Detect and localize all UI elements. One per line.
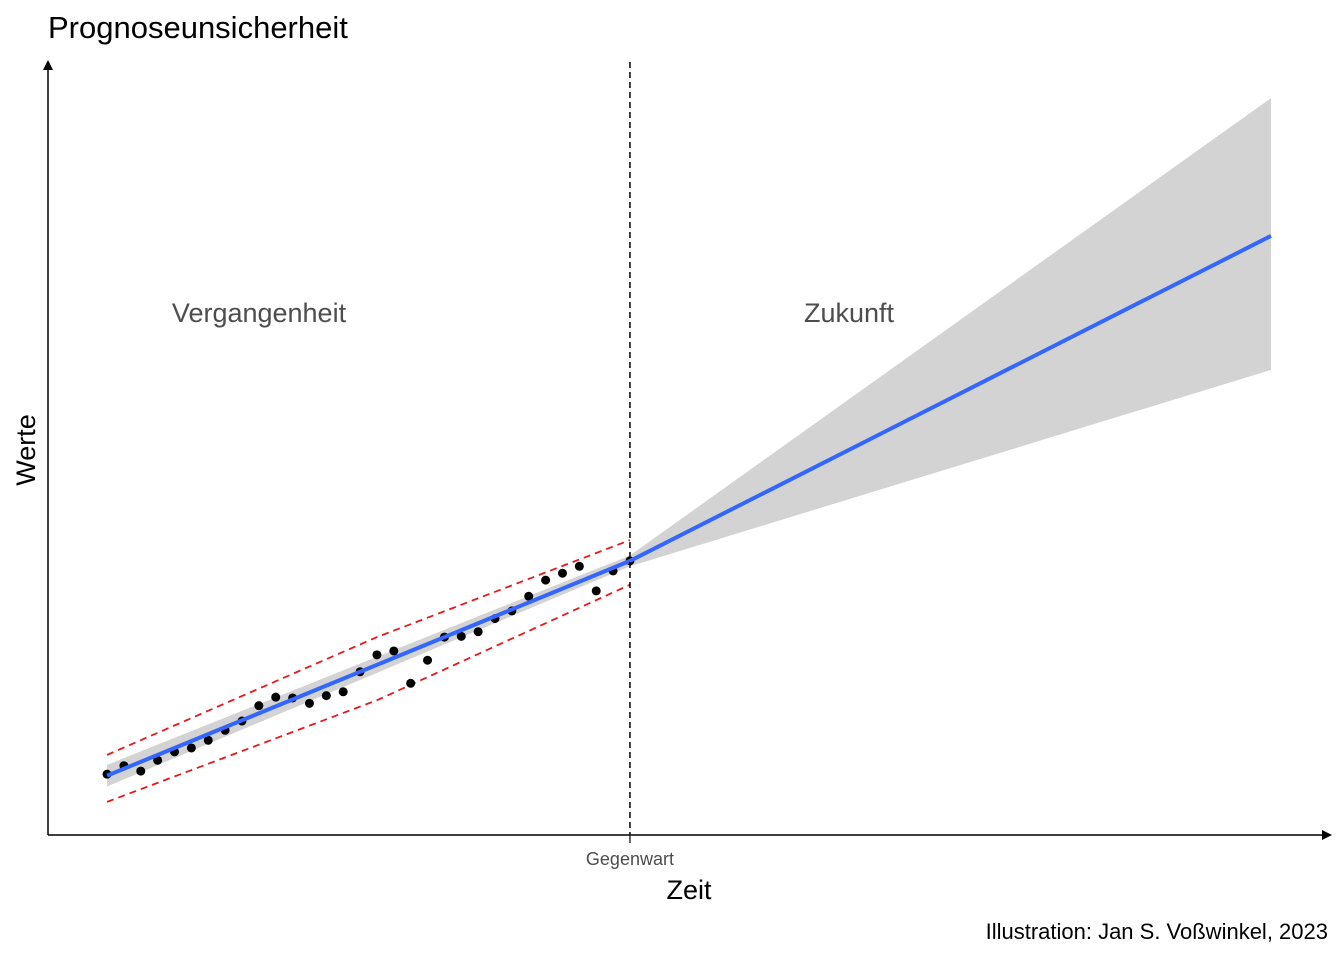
data-point	[389, 646, 399, 656]
prediction-interval	[106, 539, 631, 756]
data-point	[372, 650, 382, 660]
data-point	[304, 698, 314, 708]
data-point	[254, 701, 264, 711]
x-axis-label: Zeit	[666, 875, 712, 905]
region-label: Vergangenheit	[172, 298, 347, 328]
data-point	[591, 586, 601, 596]
data-point	[456, 631, 466, 641]
data-point	[186, 743, 196, 753]
data-point	[271, 692, 281, 702]
data-point	[321, 691, 331, 701]
fit-line	[106, 234, 1272, 778]
caption: Illustration: Jan S. Voßwinkel, 2023	[986, 919, 1328, 944]
data-point	[524, 591, 534, 601]
data-point	[153, 755, 163, 765]
x-tick-label: Gegenwart	[586, 849, 674, 869]
chart-title: Prognoseunsicherheit	[48, 10, 348, 45]
data-point	[338, 687, 348, 697]
data-point	[541, 575, 551, 585]
data-point	[473, 627, 483, 637]
y-axis-label: Werte	[11, 414, 41, 486]
data-point	[574, 561, 584, 571]
data-point	[136, 766, 146, 776]
data-point	[557, 568, 567, 578]
data-point	[423, 655, 433, 665]
data-point	[203, 735, 213, 745]
prediction-interval	[106, 583, 631, 803]
region-label: Zukunft	[804, 298, 895, 328]
confidence-band	[107, 98, 1271, 787]
data-point	[406, 678, 416, 688]
